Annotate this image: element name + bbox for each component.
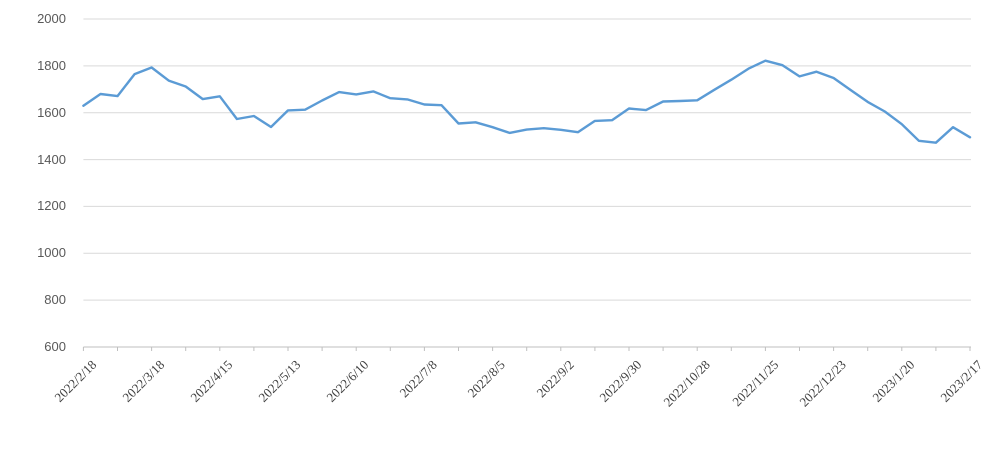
y-axis-tick-label: 1800	[37, 57, 66, 73]
y-axis-tick-label: 2000	[37, 11, 66, 26]
data-series-line	[82, 59, 972, 144]
y-axis-tick-label: 600	[44, 339, 66, 354]
y-axis-tick-label: 1600	[37, 104, 66, 120]
y-axis-tick-label: 800	[44, 292, 66, 308]
y-axis-tick-label: 1000	[37, 245, 66, 261]
y-axis-tick-label: 1400	[37, 151, 66, 167]
y-axis-tick-label: 1200	[37, 198, 66, 214]
